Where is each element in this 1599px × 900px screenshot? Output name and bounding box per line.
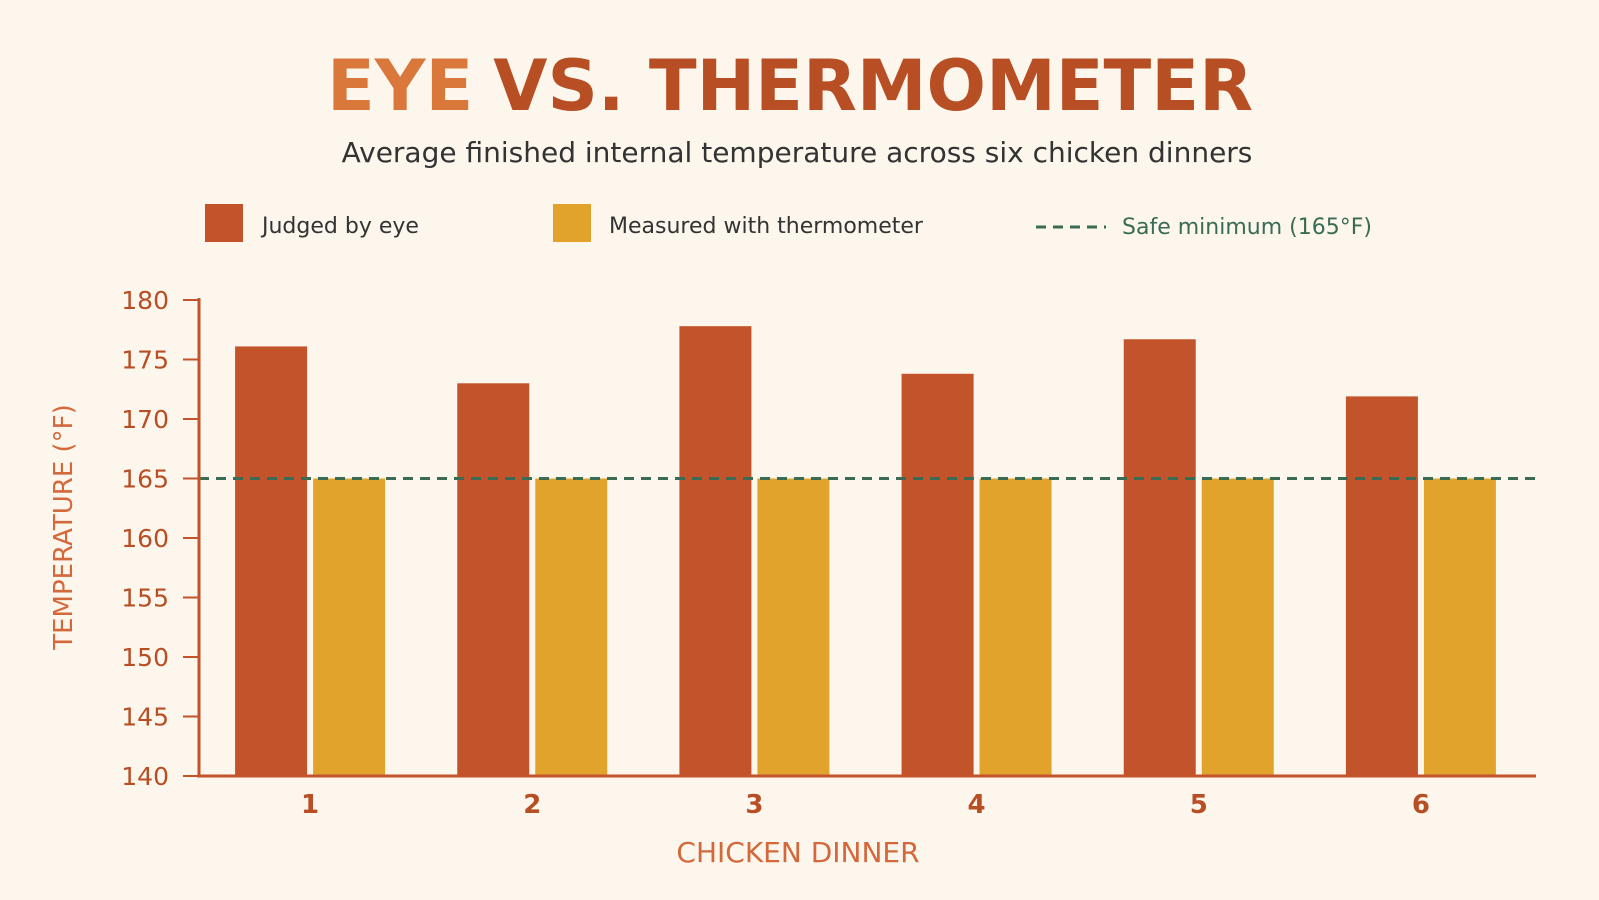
bar-thermometer bbox=[535, 478, 608, 776]
plot-area: 140 145 150 155 160 165 170 175 180 1 2 3 4 5 6 bbox=[121, 286, 1536, 820]
legend-swatch-eye bbox=[205, 204, 243, 242]
bar-eye bbox=[901, 373, 974, 776]
bar-thermometer bbox=[1423, 478, 1496, 776]
y-tick-label: 160 bbox=[121, 524, 169, 553]
x-axis-label: CHICKEN DINNER bbox=[676, 836, 919, 869]
bar-eye bbox=[679, 326, 752, 776]
y-tick-label: 155 bbox=[121, 584, 169, 613]
y-tick-label: 145 bbox=[121, 703, 169, 732]
x-tick-label: 1 bbox=[301, 790, 319, 820]
bar-thermometer bbox=[757, 478, 830, 776]
bar-eye bbox=[1123, 339, 1196, 776]
y-tick-label: 170 bbox=[121, 405, 169, 434]
x-tick-label: 5 bbox=[1190, 790, 1208, 820]
chart-title-eye: EYE bbox=[327, 45, 473, 127]
legend: Judged by eye Measured with thermometer … bbox=[205, 204, 1372, 242]
y-tick-label: 140 bbox=[121, 762, 169, 791]
y-axis-label: TEMPERATURE (°F) bbox=[49, 404, 79, 651]
x-tick-label: 2 bbox=[523, 790, 541, 820]
bar-thermometer bbox=[979, 478, 1052, 776]
legend-label-safe-minimum: Safe minimum (165°F) bbox=[1122, 215, 1372, 240]
y-tick-label: 165 bbox=[121, 465, 169, 494]
legend-swatch-thermometer bbox=[553, 204, 591, 242]
bar-eye bbox=[457, 383, 530, 776]
x-tick-label: 4 bbox=[968, 790, 986, 820]
y-tick-label: 175 bbox=[121, 346, 169, 375]
bar-eye bbox=[1345, 396, 1418, 776]
y-tick-label: 150 bbox=[121, 643, 169, 672]
x-tick-label: 3 bbox=[745, 790, 763, 820]
chart-title: EYE VS. THERMOMETER bbox=[327, 45, 1253, 127]
legend-label-eye: Judged by eye bbox=[260, 214, 419, 239]
legend-label-thermometer: Measured with thermometer bbox=[609, 214, 924, 239]
bar-thermometer bbox=[313, 478, 386, 776]
chart-title-rest: VS. THERMOMETER bbox=[493, 45, 1253, 127]
x-tick-label: 6 bbox=[1412, 790, 1430, 820]
chart-subtitle: Average finished internal temperature ac… bbox=[342, 136, 1253, 169]
y-tick-label: 180 bbox=[121, 286, 169, 315]
bar-eye bbox=[235, 346, 308, 776]
bar-thermometer bbox=[1201, 478, 1274, 776]
